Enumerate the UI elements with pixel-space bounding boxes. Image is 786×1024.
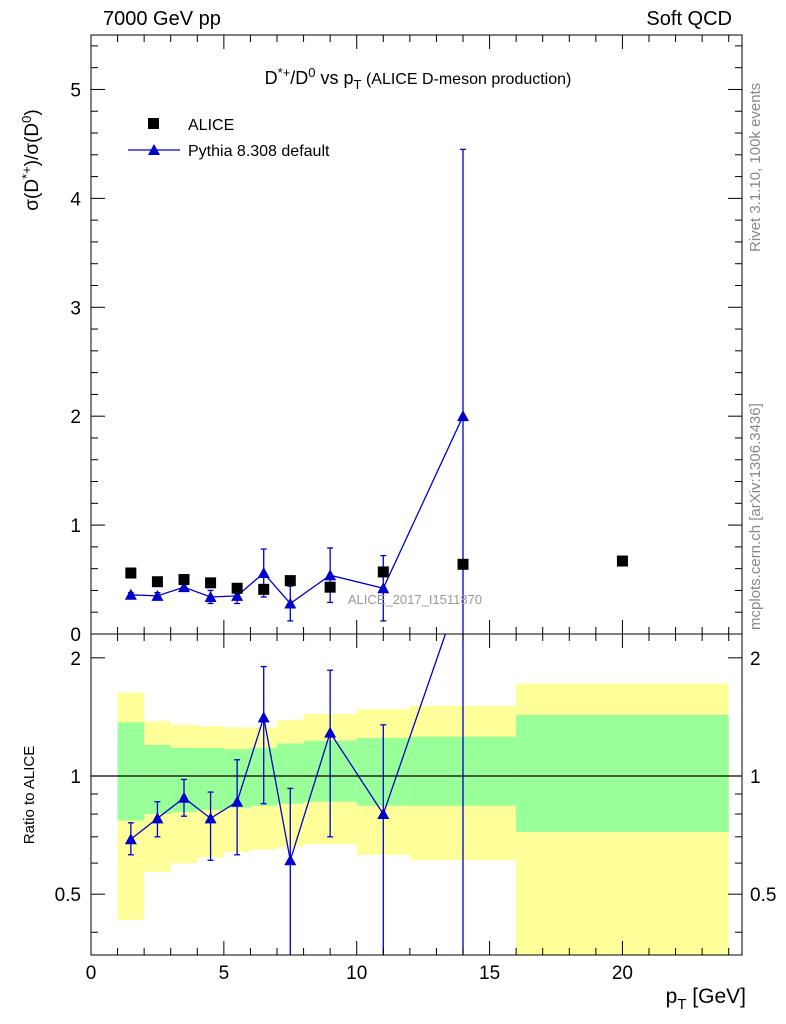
pythia-point [457, 410, 469, 422]
ratio-xlabel: pT [GeV] [666, 985, 746, 1013]
ratio-pythia-line [130, 634, 447, 861]
ratio-y-tick-label-left: 1 [70, 767, 81, 788]
pythia-point [124, 588, 137, 600]
ratio-point [324, 726, 337, 738]
main-title: D*+/D0 vs pT (ALICE D-meson production) [265, 65, 572, 92]
alice-point [178, 574, 190, 586]
legend-marker-alice [148, 118, 159, 129]
ratio-y-tick-label-left: 0.5 [55, 885, 81, 906]
main-panel: 0 1 2 3 4 5 [70, 34, 743, 646]
alice-point [284, 575, 296, 587]
main-y-tick-label: 1 [70, 516, 81, 537]
main-y-tick-label: 3 [70, 298, 81, 319]
ratio-point [231, 795, 244, 807]
pythia-line [130, 415, 464, 605]
legend-label-pythia: Pythia 8.308 default [188, 143, 330, 160]
alice-point [377, 566, 389, 578]
ratio-x-tick-label: 5 [219, 963, 230, 984]
ratio-y-tick-label-right: 0.5 [750, 885, 776, 906]
ratio-y-tick-label-left: 2 [70, 649, 81, 670]
ratio-x-tick-label: 15 [479, 963, 500, 984]
ratio-y-tick-label-right: 2 [750, 649, 761, 670]
ratio-ylabel: Ratio to ALICE [21, 746, 38, 844]
legend-label-alice: ALICE [188, 117, 234, 134]
ratio-panel: 0.5 0.51 12 20 5 10 15 20 [55, 633, 776, 984]
alice-point [231, 582, 243, 594]
alice-point [616, 555, 628, 567]
ratio-point [204, 812, 217, 824]
ratio-x-tick-label: 0 [86, 963, 97, 984]
pythia-point [284, 597, 297, 609]
main-y-tick-label: 0 [70, 625, 81, 646]
ratio-point [377, 808, 390, 820]
ratio-point [151, 812, 164, 824]
pythia-point [324, 569, 337, 581]
ratio-point [257, 711, 270, 723]
pythia-point [377, 582, 390, 594]
alice-point [457, 558, 469, 570]
alice-point [205, 577, 217, 589]
ratio-x-tick-label: 10 [346, 963, 367, 984]
pythia-point [204, 590, 217, 602]
main-ylabel: σ(D*+)/σ(D0) [19, 109, 43, 210]
pythia-point [231, 589, 244, 601]
ratio-point [284, 854, 297, 866]
ratio-y-tick-label-right: 1 [750, 767, 761, 788]
main-y-tick-label: 4 [70, 189, 81, 210]
alice-point [258, 583, 270, 595]
alice-point [151, 576, 163, 588]
process-label: Soft QCD [646, 8, 732, 30]
green-band [516, 715, 729, 833]
ratio-plot-area [91, 634, 742, 955]
ratio-point [178, 791, 190, 803]
watermark-label: ALICE_2017_I1511870 [348, 592, 482, 607]
alice-point [324, 581, 336, 593]
main-y-tick-label: 2 [70, 407, 81, 428]
pythia-point [257, 567, 270, 579]
legend-marker-pythia [148, 144, 160, 155]
pythia-point [151, 589, 164, 601]
energy-label: 7000 GeV pp [103, 8, 221, 30]
main-y-tick-label: 5 [70, 80, 81, 101]
alice-point [125, 567, 137, 579]
green-band [117, 722, 145, 821]
ratio-point [124, 833, 137, 845]
pythia-point [178, 581, 190, 593]
ratio-x-tick-label: 20 [612, 963, 633, 984]
ratio-frame [90, 633, 743, 956]
